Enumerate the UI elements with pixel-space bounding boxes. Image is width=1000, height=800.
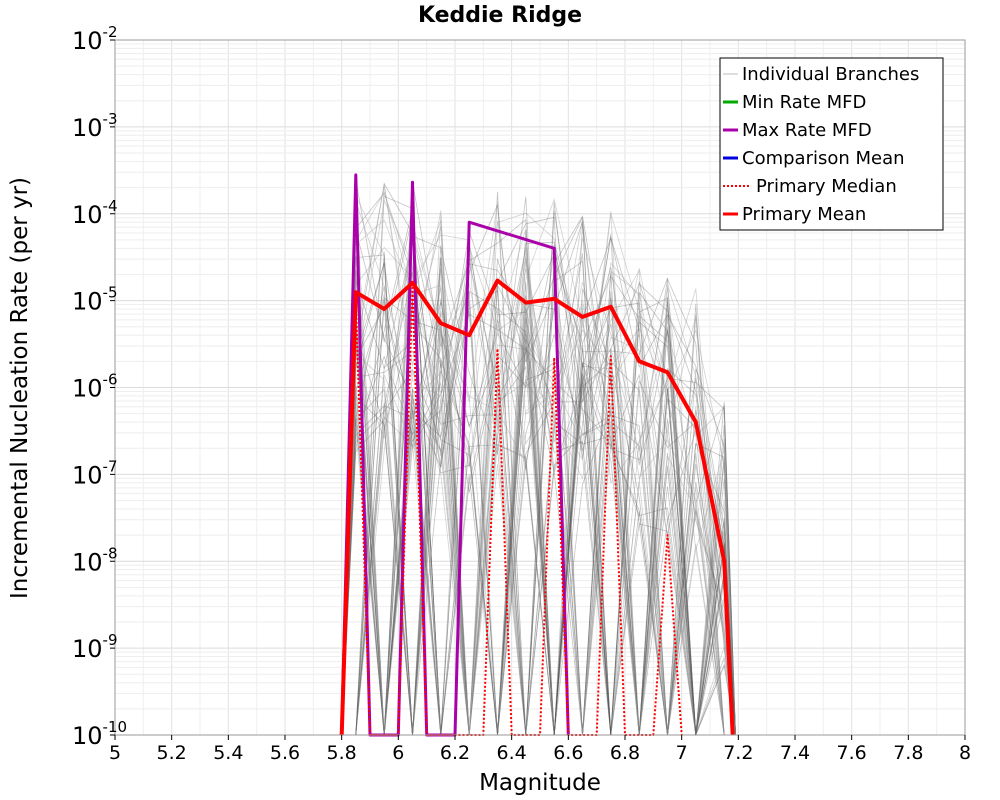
branch-line: [341, 237, 736, 736]
x-tick-label: 6: [392, 742, 404, 764]
y-tick-label: 10-5: [72, 284, 118, 316]
branch-line: [341, 296, 736, 736]
y-tick-label: 10-7: [72, 457, 118, 489]
branch-line: [341, 179, 736, 736]
series-line-primary-mean: [339, 278, 735, 736]
x-tick-label: 6.2: [440, 742, 470, 764]
x-axis-ticks: 5 5.2 5.4 5.6 5.8 6 6.2 6.4 6.6 6.8 7 7.2 7.4 7.6 7.8 8: [109, 735, 971, 764]
branch-line: [341, 232, 736, 736]
legend-label: Comparison Mean: [742, 148, 905, 169]
legend-label: Max Rate MFD: [742, 120, 872, 141]
x-tick-label: 7.6: [837, 742, 867, 764]
x-tick-label: 7.8: [893, 742, 923, 764]
x-tick-label: 7.2: [723, 742, 753, 764]
legend: Individual Branches Min Rate MFD Max Rate …: [719, 57, 944, 231]
branch-line: [341, 192, 736, 736]
branch-line: [341, 217, 736, 736]
x-tick-label: 5.4: [213, 742, 243, 764]
branch-line: [341, 245, 736, 736]
branch-line: [341, 226, 736, 736]
y-tick-label: 10-4: [72, 197, 118, 229]
branch-line: [341, 212, 736, 736]
branch-line: [341, 187, 736, 736]
legend-label: Primary Mean: [742, 204, 866, 225]
chart-title: Keddie Ridge: [418, 3, 582, 28]
x-tick-label: 6.8: [610, 742, 640, 764]
y-tick-label: 10-8: [72, 544, 118, 576]
branch-line: [341, 209, 736, 736]
branch-line: [341, 195, 736, 736]
branch-line: [341, 283, 736, 736]
branch-line: [341, 198, 736, 736]
x-tick-label: 6.6: [553, 742, 583, 764]
y-tick-label: 10-9: [72, 631, 118, 663]
legend-box: [719, 57, 944, 231]
y-tick-label: 10-2: [72, 23, 118, 55]
branch-line: [341, 220, 736, 736]
branch-line: [341, 246, 736, 736]
branch-line: [341, 196, 736, 736]
y-axis-ticks: 10-10 10-9 10-8 10-7 10-6 10-5 10-4 10-3 10-2: [72, 23, 127, 750]
x-tick-label: 8: [959, 742, 971, 764]
branch-line: [341, 213, 736, 736]
x-tick-label: 6.4: [497, 742, 527, 764]
series-line-max-rate-mfd: [340, 173, 570, 737]
y-tick-label: 10-6: [72, 371, 118, 403]
x-tick-label: 5: [109, 742, 121, 764]
x-axis-label: Magnitude: [479, 770, 601, 796]
individual-branches: [341, 179, 736, 737]
branch-line: [341, 300, 736, 736]
branch-line: [341, 230, 736, 736]
x-tick-label: 5.8: [327, 742, 357, 764]
branch-line: [341, 269, 736, 736]
x-tick-label: 7.4: [780, 742, 810, 764]
branch-line: [341, 183, 736, 736]
branch-line: [341, 197, 736, 736]
legend-label: Min Rate MFD: [742, 92, 866, 113]
legend-label: Primary Median: [756, 176, 897, 197]
y-axis-label: Incremental Nucleation Rate (per yr): [7, 177, 33, 599]
branch-line: [341, 298, 736, 736]
x-tick-label: 7: [676, 742, 688, 764]
branch-line: [341, 191, 736, 736]
y-tick-label: 10-10: [72, 718, 127, 750]
branch-line: [341, 185, 736, 736]
legend-label: Individual Branches: [742, 64, 919, 85]
x-tick-label: 5.2: [157, 742, 187, 764]
y-tick-label: 10-3: [72, 110, 118, 142]
x-tick-label: 5.6: [270, 742, 300, 764]
branch-line: [341, 210, 736, 736]
